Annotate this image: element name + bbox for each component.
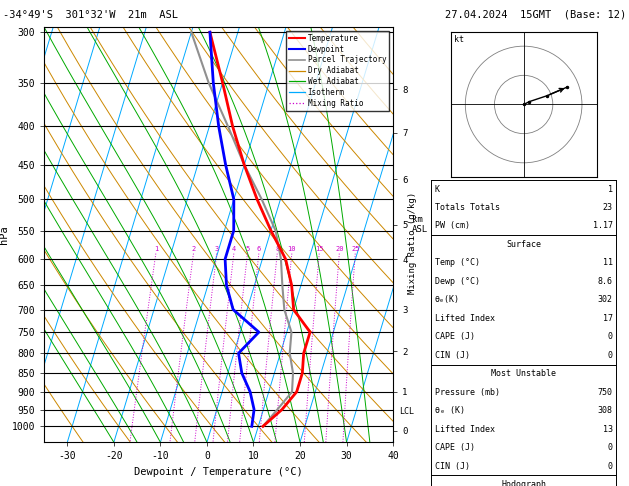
Text: 17: 17 <box>603 314 613 323</box>
Text: -34°49'S  301°32'W  21m  ASL: -34°49'S 301°32'W 21m ASL <box>3 10 178 20</box>
Text: 27.04.2024  15GMT  (Base: 12): 27.04.2024 15GMT (Base: 12) <box>445 10 626 20</box>
Text: Lifted Index: Lifted Index <box>435 314 494 323</box>
Text: 20: 20 <box>335 245 343 252</box>
Text: Totals Totals: Totals Totals <box>435 203 499 212</box>
Text: 0: 0 <box>608 351 613 360</box>
Text: kt: kt <box>454 35 464 44</box>
Text: θₑ (K): θₑ (K) <box>435 406 465 415</box>
Text: 23: 23 <box>603 203 613 212</box>
Text: CIN (J): CIN (J) <box>435 351 470 360</box>
Text: 3: 3 <box>214 245 219 252</box>
Text: 25: 25 <box>351 245 360 252</box>
Text: 15: 15 <box>315 245 323 252</box>
Text: 308: 308 <box>598 406 613 415</box>
Y-axis label: hPa: hPa <box>0 225 9 244</box>
Text: 750: 750 <box>598 388 613 397</box>
Text: CIN (J): CIN (J) <box>435 462 470 470</box>
Text: 5: 5 <box>245 245 250 252</box>
Text: Surface: Surface <box>506 240 541 249</box>
Text: 8: 8 <box>275 245 279 252</box>
Text: 6: 6 <box>257 245 261 252</box>
Text: LCL: LCL <box>399 407 414 416</box>
Text: PW (cm): PW (cm) <box>435 222 470 230</box>
Text: 11: 11 <box>603 259 613 267</box>
Text: 2: 2 <box>191 245 196 252</box>
Text: Lifted Index: Lifted Index <box>435 425 494 434</box>
Text: 10: 10 <box>287 245 296 252</box>
Text: 8.6: 8.6 <box>598 277 613 286</box>
Text: CAPE (J): CAPE (J) <box>435 332 474 341</box>
Text: 13: 13 <box>603 425 613 434</box>
Text: Hodograph: Hodograph <box>501 480 546 486</box>
Y-axis label: km
ASL: km ASL <box>412 215 428 235</box>
Text: 1.17: 1.17 <box>593 222 613 230</box>
Text: 0: 0 <box>608 332 613 341</box>
Text: 4: 4 <box>231 245 236 252</box>
Text: 1: 1 <box>153 245 158 252</box>
Text: Mixing Ratio (g/kg): Mixing Ratio (g/kg) <box>408 192 416 294</box>
Legend: Temperature, Dewpoint, Parcel Trajectory, Dry Adiabat, Wet Adiabat, Isotherm, Mi: Temperature, Dewpoint, Parcel Trajectory… <box>286 31 389 111</box>
Text: Dewp (°C): Dewp (°C) <box>435 277 479 286</box>
X-axis label: Dewpoint / Temperature (°C): Dewpoint / Temperature (°C) <box>134 467 303 477</box>
Text: 1: 1 <box>608 185 613 193</box>
Text: 0: 0 <box>608 443 613 452</box>
Text: CAPE (J): CAPE (J) <box>435 443 474 452</box>
Text: 0: 0 <box>608 462 613 470</box>
Text: Pressure (mb): Pressure (mb) <box>435 388 499 397</box>
Text: Most Unstable: Most Unstable <box>491 369 556 378</box>
Text: 302: 302 <box>598 295 613 304</box>
Text: θₑ(K): θₑ(K) <box>435 295 460 304</box>
Text: Temp (°C): Temp (°C) <box>435 259 479 267</box>
Text: K: K <box>435 185 440 193</box>
